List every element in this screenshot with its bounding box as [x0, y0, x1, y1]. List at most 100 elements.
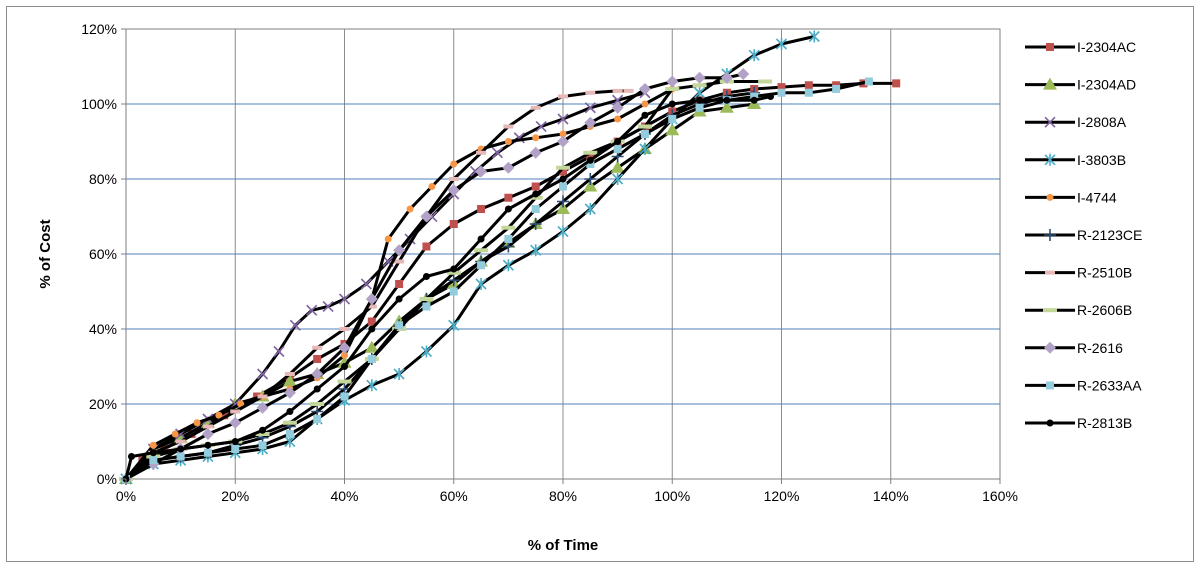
data-point [313, 385, 321, 393]
data-point [256, 401, 269, 414]
data-point [758, 79, 773, 84]
legend-label: I-2304AC [1077, 39, 1136, 55]
data-point [203, 448, 212, 457]
data-point [338, 341, 351, 354]
data-point [306, 304, 318, 316]
series-line [124, 95, 771, 480]
data-point [257, 394, 268, 399]
data-point [531, 182, 540, 191]
data-point [557, 225, 569, 238]
data-point [804, 88, 813, 97]
data-point [637, 124, 652, 129]
data-point [312, 345, 323, 350]
data-point [449, 287, 458, 296]
data-point [695, 103, 704, 112]
legend-label: R-2633AA [1077, 377, 1142, 393]
legend-label: R-2813B [1077, 415, 1132, 431]
data-point [504, 235, 513, 243]
legend-marker [1044, 153, 1056, 166]
x-tick-label: 160% [982, 488, 1018, 504]
legend-marker [1043, 77, 1057, 90]
legend-marker [1046, 193, 1054, 201]
data-point [368, 325, 376, 333]
legend-item: I-2808A [1025, 114, 1127, 130]
data-point [640, 130, 649, 138]
data-point [491, 147, 504, 159]
data-point [406, 205, 414, 213]
x-tick-label: 140% [873, 488, 909, 504]
data-point [422, 242, 431, 251]
y-tick-label: 40% [89, 321, 117, 337]
data-point [530, 244, 542, 257]
data-point [614, 115, 622, 123]
data-point [750, 96, 758, 104]
data-point [475, 278, 487, 290]
data-point [422, 273, 430, 280]
data-point [341, 363, 348, 370]
data-point [428, 183, 436, 190]
data-point [366, 304, 377, 309]
x-tick-label: 80% [549, 488, 577, 504]
data-point [259, 426, 267, 434]
data-point [557, 195, 569, 208]
y-tick-label: 0% [97, 471, 117, 487]
data-point [832, 85, 841, 93]
data-point [696, 96, 704, 104]
y-tick-label: 100% [81, 96, 117, 112]
data-point [804, 81, 813, 90]
data-point [149, 456, 158, 465]
data-point [583, 179, 598, 192]
data-point [337, 355, 352, 368]
data-point [559, 130, 567, 138]
series-line [124, 91, 646, 481]
data-point [529, 146, 542, 159]
data-point [559, 175, 567, 183]
data-point [450, 160, 458, 168]
data-point [420, 345, 433, 358]
data-point [395, 280, 404, 288]
data-point [364, 340, 379, 353]
series-R-2633AA [122, 77, 873, 483]
data-point [215, 411, 223, 419]
data-point [557, 135, 569, 148]
data-point [365, 293, 378, 305]
data-point [504, 138, 512, 145]
data-point [237, 400, 245, 408]
x-axis-title: % of Time [528, 537, 599, 554]
data-point [639, 143, 651, 155]
data-point [692, 83, 707, 88]
data-point [748, 49, 760, 62]
data-point [585, 90, 596, 95]
data-point [892, 79, 901, 88]
legend-item: I-4744 [1025, 189, 1117, 205]
data-point [614, 138, 622, 145]
data-point [532, 134, 540, 142]
data-point [559, 167, 567, 176]
legend-item: R-2510B [1025, 265, 1132, 281]
data-point [313, 415, 322, 423]
data-point [201, 428, 214, 440]
legend-label: R-2606B [1077, 302, 1132, 318]
data-point [395, 295, 403, 303]
data-point [420, 210, 433, 223]
data-point [584, 102, 596, 114]
data-point [282, 374, 297, 387]
data-point [475, 165, 488, 178]
data-point [693, 86, 706, 99]
data-point [341, 351, 348, 359]
legend-marker [1044, 116, 1056, 128]
data-point [613, 145, 622, 153]
data-point [202, 424, 213, 429]
data-point [623, 88, 634, 93]
legend-marker [1046, 43, 1054, 51]
data-point [446, 270, 461, 275]
data-point [767, 93, 775, 100]
series-R-2510B [121, 88, 634, 481]
data-point [556, 202, 570, 214]
data-point [422, 302, 431, 311]
legend-item: R-2813B [1025, 415, 1132, 431]
x-tick-label: 20% [221, 488, 249, 504]
data-point [340, 392, 349, 401]
data-point [502, 259, 514, 272]
x-tick-label: 40% [330, 488, 358, 504]
